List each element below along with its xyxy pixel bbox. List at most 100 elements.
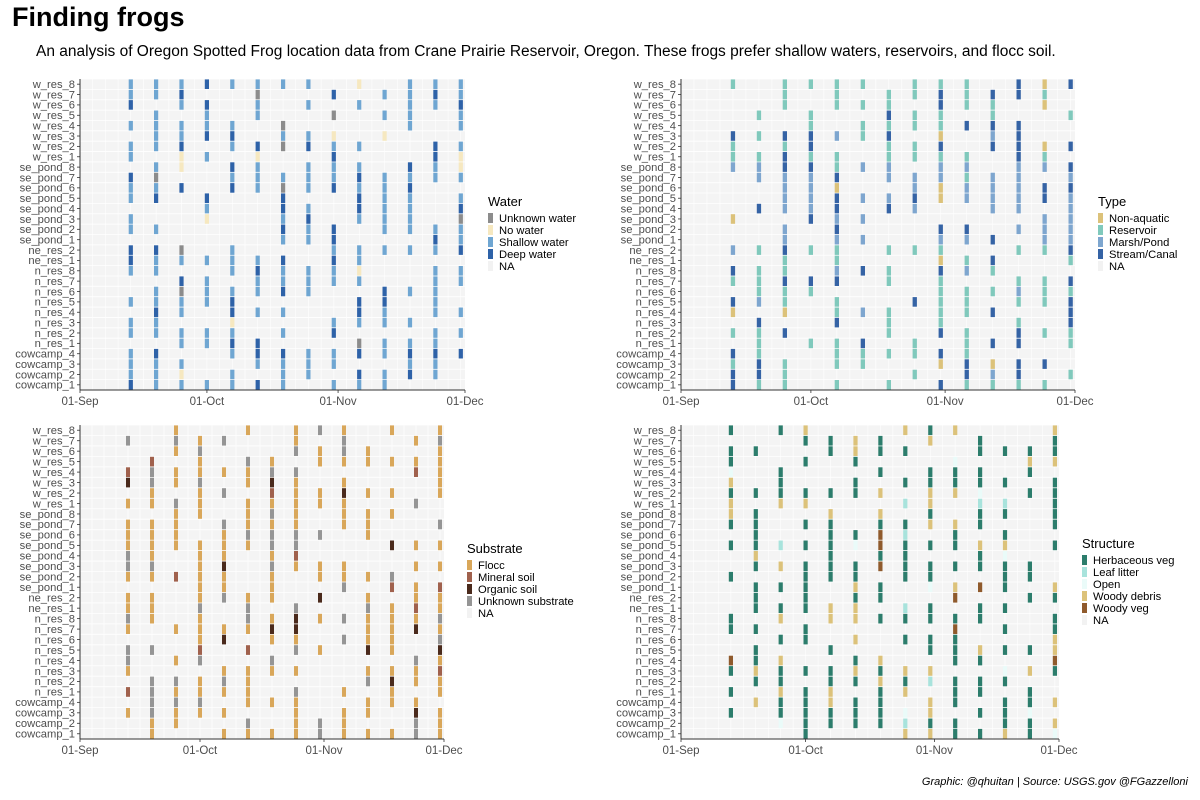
legend-label: Open	[1093, 579, 1120, 591]
heatmap-tile	[803, 592, 808, 603]
heatmap-tile	[756, 348, 762, 359]
heatmap-tile	[128, 224, 133, 235]
heatmap-tile	[407, 224, 413, 235]
heatmap-tile	[964, 234, 969, 245]
heatmap-tile	[306, 172, 311, 183]
heatmap-tile	[803, 571, 808, 582]
heatmap-tile	[281, 224, 286, 235]
heatmap-tile	[198, 613, 202, 624]
heatmap-tile	[1042, 234, 1047, 245]
heatmap-tile	[964, 255, 969, 266]
heatmap-tile	[1052, 613, 1057, 624]
heatmap-tile	[331, 162, 336, 172]
heatmap-tile	[730, 131, 736, 141]
heatmap-tile	[938, 183, 943, 193]
legend-label: NA	[1109, 261, 1125, 273]
y-tick-label: n_res_8	[35, 266, 75, 278]
heatmap-tile	[204, 131, 209, 141]
heatmap-tile	[294, 624, 298, 634]
heatmap-tile	[928, 498, 933, 509]
heatmap-tile	[438, 624, 442, 634]
heatmap-tile	[318, 728, 322, 739]
legend-key	[1082, 591, 1087, 601]
heatmap-tile	[834, 224, 839, 235]
y-tick-label: se_pond_3	[621, 214, 676, 226]
heatmap-tile	[1002, 666, 1008, 676]
heatmap-tile	[903, 666, 908, 676]
heatmap-tile	[803, 708, 808, 718]
legend-title: Substrate	[467, 541, 523, 556]
heatmap-tile	[878, 467, 883, 477]
heatmap-tile	[255, 286, 260, 297]
heatmap-tile	[198, 498, 202, 509]
y-tick-label: w_res_8	[32, 79, 75, 91]
heatmap-tile	[154, 348, 159, 359]
heatmap-tile	[150, 603, 154, 613]
heatmap-tile	[390, 676, 394, 687]
y-tick-label: n_res_2	[636, 676, 676, 688]
heatmap-tile	[366, 571, 370, 582]
heatmap-tile	[438, 676, 442, 687]
heatmap-tile	[853, 456, 858, 467]
heatmap-tile	[728, 613, 733, 624]
heatmap-tile	[803, 603, 808, 613]
heatmap-tile	[1002, 498, 1008, 509]
heatmap-tile	[246, 456, 250, 467]
heatmap-tile	[331, 276, 336, 286]
heatmap-tile	[728, 571, 733, 582]
heatmap-tile	[407, 245, 413, 255]
heatmap-tile	[438, 582, 442, 593]
heatmap-tile	[828, 613, 833, 624]
heatmap-tile	[255, 307, 260, 318]
heatmap-tile	[174, 477, 178, 488]
heatmap-tile	[150, 718, 154, 729]
heatmap-tile	[407, 183, 413, 193]
heatmap-tile	[414, 718, 418, 729]
heatmap-tile	[778, 467, 783, 477]
heatmap-tile	[928, 676, 933, 687]
heatmap-tile	[1042, 100, 1047, 110]
y-tick-label: w_res_1	[32, 152, 75, 164]
heatmap-tile	[390, 728, 394, 739]
heatmap-tile	[174, 446, 178, 456]
heatmap-tile	[154, 110, 159, 121]
y-tick-label: w_res_4	[32, 120, 75, 132]
heatmap-tile	[294, 477, 298, 488]
heatmap-tile	[458, 307, 463, 318]
heatmap-tile	[342, 582, 346, 593]
heatmap-tile	[728, 666, 733, 676]
panel-water: w_res_8w_res_7w_res_6w_res_5w_res_4w_res…	[15, 78, 576, 408]
heatmap-tile	[366, 624, 370, 634]
heatmap-tile	[331, 152, 336, 162]
heatmap-tile	[255, 172, 260, 183]
heatmap-tile	[126, 551, 130, 561]
heatmap-tile	[438, 435, 442, 446]
legend-label: NA	[478, 608, 494, 620]
heatmap-tile	[438, 634, 442, 645]
heatmap-tile	[728, 519, 733, 530]
y-tick-label: n_res_1	[636, 687, 676, 699]
heatmap-tile	[174, 624, 178, 634]
heatmap-tile	[928, 603, 933, 613]
heatmap-tile	[306, 183, 311, 193]
heatmap-tile	[306, 203, 311, 214]
heatmap-tile	[150, 613, 154, 624]
heatmap-tile	[179, 307, 184, 318]
heatmap-tile	[150, 687, 154, 697]
heatmap-tile	[1027, 446, 1032, 456]
heatmap-tile	[204, 120, 209, 131]
heatmap-tile	[179, 286, 184, 297]
heatmap-tile	[808, 203, 813, 214]
heatmap-tile	[198, 467, 202, 477]
heatmap-tile	[281, 131, 286, 141]
heatmap-tile	[1016, 79, 1021, 89]
heatmap-tile	[433, 328, 438, 338]
heatmap-tile	[281, 234, 286, 245]
heatmap-tile	[953, 582, 958, 593]
heatmap-tile	[357, 141, 362, 152]
heatmap-tile	[753, 582, 758, 593]
heatmap-tile	[126, 687, 130, 697]
heatmap-tile	[414, 613, 418, 624]
heatmap-tile	[407, 369, 413, 380]
